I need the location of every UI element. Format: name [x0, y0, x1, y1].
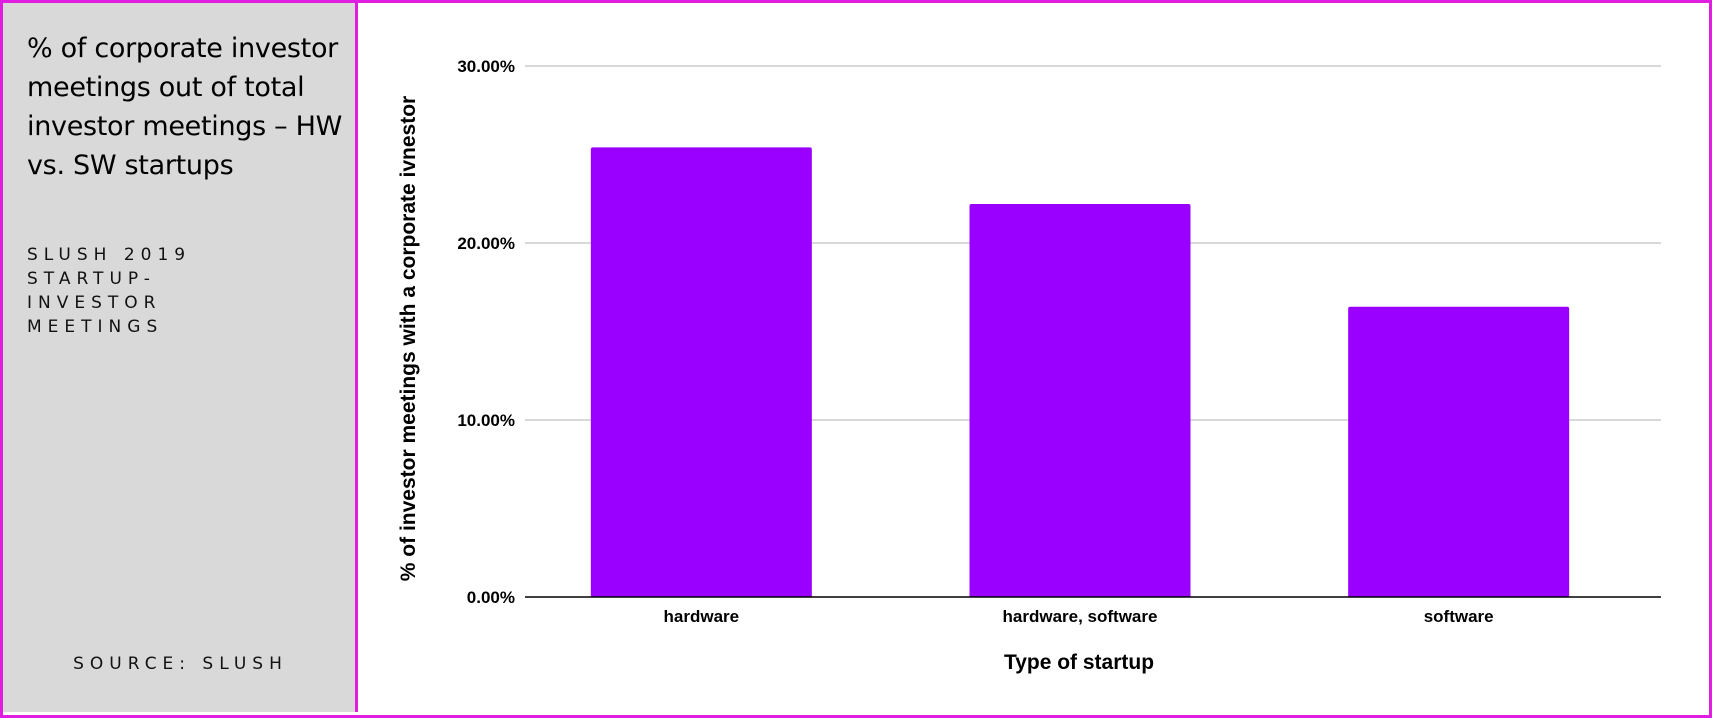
bar-chart: 0.00%10.00%20.00%30.00% hardware hardware… [397, 57, 1661, 674]
y-tick-label: 20.00% [457, 234, 515, 253]
y-tick-labels: 0.00% 10.00% 20.00% 30.00% [457, 57, 515, 607]
x-tick-labels: hardware hardware, software software [664, 607, 1494, 626]
sidebar-panel: % of corporate investor meetings out of … [3, 3, 358, 712]
y-tick-label: 30.00% [457, 57, 515, 76]
bar-hardware-software [969, 204, 1191, 597]
y-tick-label: 0.00% [467, 588, 515, 607]
x-tick-label: software [1424, 607, 1494, 626]
y-axis-title: % of investor meetings with a corporate … [397, 96, 420, 581]
bar-hardware [590, 147, 812, 598]
x-tick-label: hardware [664, 607, 740, 626]
bar-software [1348, 306, 1570, 597]
chart-subtitle: SLUSH 2019 STARTUP-INVESTOR MEETINGS [27, 245, 192, 337]
bars [590, 147, 1570, 598]
chart-title: % of corporate investor meetings out of … [27, 33, 343, 181]
x-tick-label: hardware, software [1003, 607, 1158, 626]
x-axis-title: Type of startup [1004, 651, 1154, 674]
y-tick-label: 10.00% [457, 411, 515, 430]
source-note: SOURCE: SLUSH [73, 654, 288, 674]
